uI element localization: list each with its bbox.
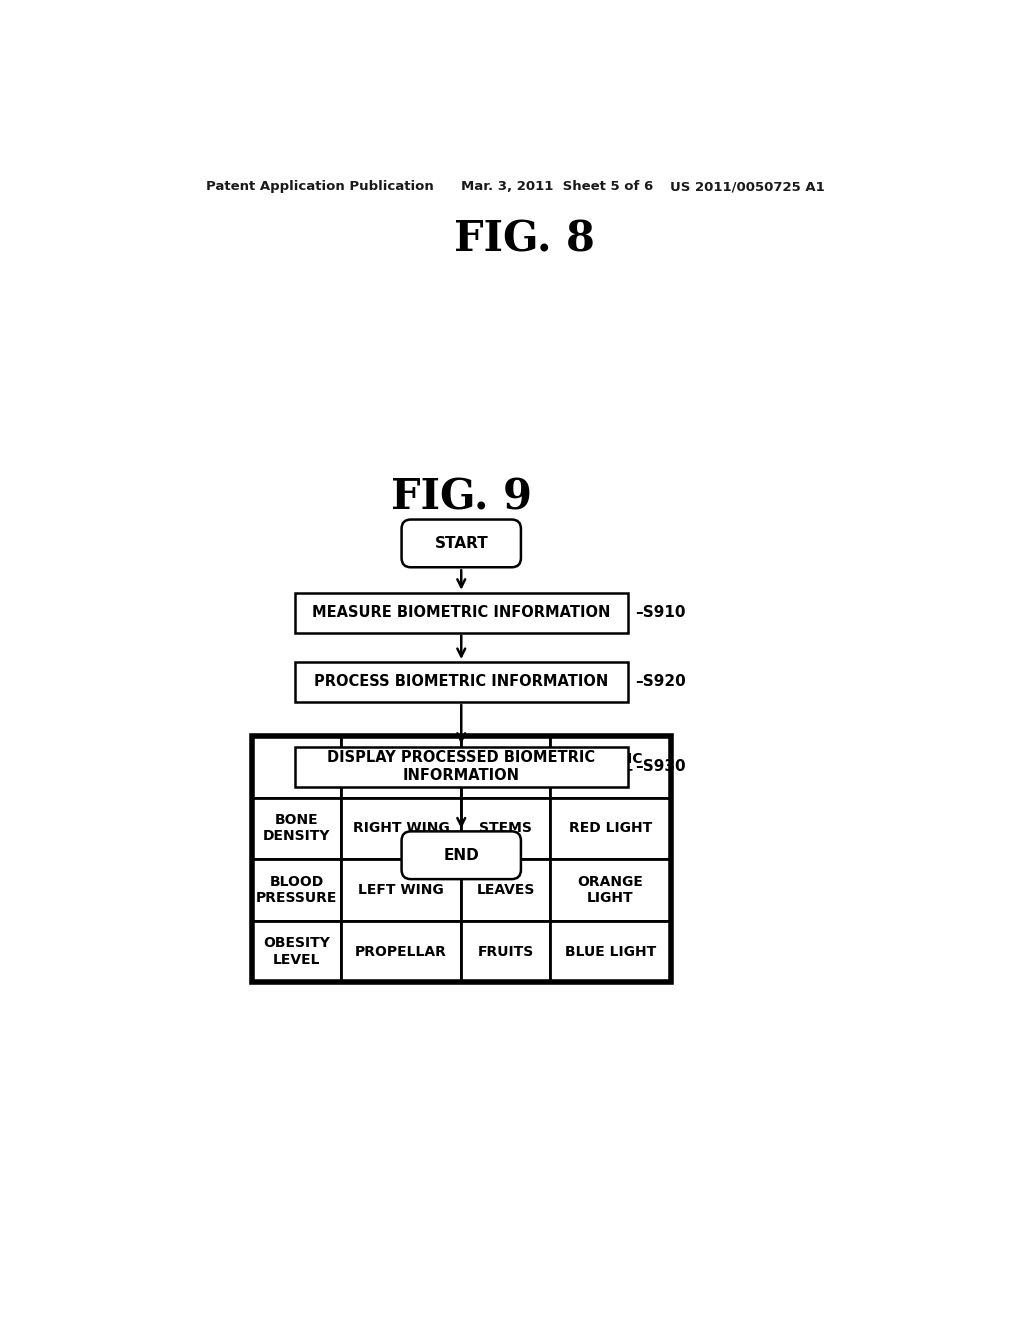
- Text: RED LIGHT: RED LIGHT: [568, 821, 652, 836]
- Bar: [295, 663, 628, 702]
- Text: AIRPLANE: AIRPLANE: [362, 760, 440, 774]
- Text: BONE
DENSITY: BONE DENSITY: [263, 813, 331, 843]
- Text: FIG. 9: FIG. 9: [391, 477, 531, 519]
- Bar: [252, 921, 341, 982]
- Bar: [550, 737, 671, 797]
- Text: –S930: –S930: [636, 759, 686, 775]
- Bar: [550, 859, 671, 921]
- Bar: [341, 921, 461, 982]
- Text: Patent Application Publication: Patent Application Publication: [206, 181, 433, 194]
- Bar: [341, 737, 461, 797]
- Text: ORANGE
LIGHT: ORANGE LIGHT: [578, 875, 643, 906]
- Bar: [295, 747, 628, 787]
- Text: LEAVES: LEAVES: [476, 883, 535, 896]
- Text: RIGHT WING: RIGHT WING: [353, 821, 450, 836]
- Bar: [295, 593, 628, 632]
- Text: OBESITY
LEVEL: OBESITY LEVEL: [263, 936, 330, 966]
- Text: –S910: –S910: [636, 605, 686, 620]
- FancyBboxPatch shape: [401, 520, 521, 568]
- Bar: [252, 737, 671, 982]
- Text: FIG. 8: FIG. 8: [455, 218, 595, 260]
- Bar: [461, 859, 550, 921]
- Bar: [550, 797, 671, 859]
- Text: DISPLAY PROCESSED BIOMETRIC
INFORMATION: DISPLAY PROCESSED BIOMETRIC INFORMATION: [328, 751, 595, 783]
- Bar: [461, 737, 550, 797]
- Text: Mar. 3, 2011  Sheet 5 of 6: Mar. 3, 2011 Sheet 5 of 6: [461, 181, 653, 194]
- FancyBboxPatch shape: [401, 832, 521, 879]
- Text: FRUITS: FRUITS: [477, 945, 534, 958]
- Bar: [461, 797, 550, 859]
- Bar: [252, 859, 341, 921]
- Text: –S920: –S920: [636, 675, 686, 689]
- Bar: [550, 921, 671, 982]
- Text: MEASURE BIOMETRIC INFORMATION: MEASURE BIOMETRIC INFORMATION: [312, 605, 610, 620]
- Text: TRAFFIC
LIGHT: TRAFFIC LIGHT: [578, 751, 643, 781]
- Text: BLOOD
PRESSURE: BLOOD PRESSURE: [256, 875, 337, 906]
- Text: PLANT: PLANT: [480, 760, 531, 774]
- Bar: [341, 797, 461, 859]
- Bar: [341, 859, 461, 921]
- Text: LEFT WING: LEFT WING: [358, 883, 444, 896]
- Bar: [461, 921, 550, 982]
- Text: US 2011/0050725 A1: US 2011/0050725 A1: [671, 181, 825, 194]
- Text: BLUE LIGHT: BLUE LIGHT: [565, 945, 656, 958]
- Bar: [252, 797, 341, 859]
- Bar: [252, 737, 341, 797]
- Text: STEMS: STEMS: [479, 821, 532, 836]
- Text: PROCESS BIOMETRIC INFORMATION: PROCESS BIOMETRIC INFORMATION: [314, 675, 608, 689]
- Text: PROPELLAR: PROPELLAR: [355, 945, 447, 958]
- Text: START: START: [434, 536, 488, 550]
- Text: END: END: [443, 847, 479, 863]
